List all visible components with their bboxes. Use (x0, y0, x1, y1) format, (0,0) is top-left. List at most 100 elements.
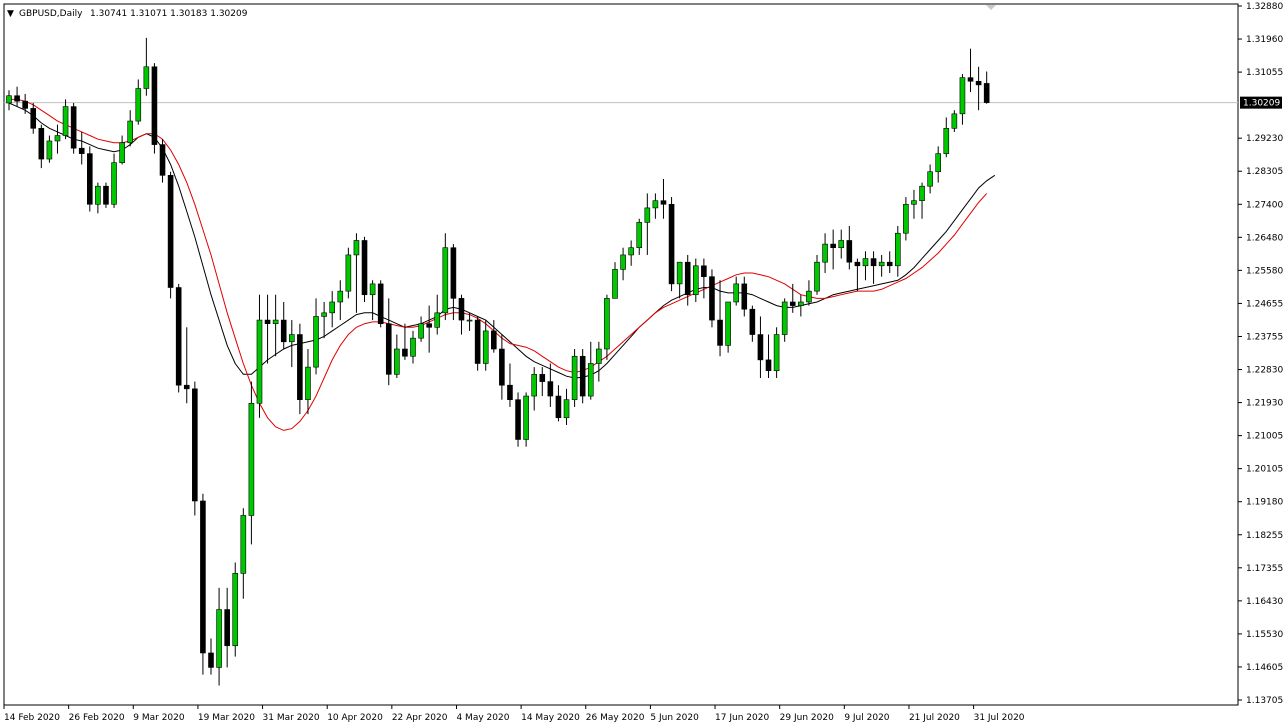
candle[interactable] (248, 381, 255, 545)
candle[interactable] (709, 269, 715, 328)
candle[interactable] (62, 99, 69, 140)
candle[interactable] (515, 392, 521, 447)
candle[interactable] (87, 146, 93, 212)
candle[interactable] (466, 312, 473, 331)
candle[interactable] (361, 236, 368, 302)
candle[interactable] (46, 135, 53, 163)
candle[interactable] (216, 587, 222, 686)
candle[interactable] (789, 283, 796, 313)
candle[interactable] (935, 146, 942, 183)
candle[interactable] (919, 182, 925, 219)
candle[interactable] (644, 193, 651, 255)
candle[interactable] (78, 131, 85, 165)
candle[interactable] (305, 349, 311, 415)
candle[interactable] (175, 283, 182, 393)
candle[interactable] (54, 124, 61, 154)
candle[interactable] (798, 294, 804, 317)
candle[interactable] (822, 233, 828, 274)
candle[interactable] (434, 294, 441, 335)
candle[interactable] (321, 301, 327, 339)
candle[interactable] (490, 320, 497, 353)
candle[interactable] (377, 280, 384, 328)
candle[interactable] (369, 280, 376, 321)
candle[interactable] (151, 63, 158, 154)
candle[interactable] (450, 244, 457, 321)
candle[interactable] (870, 251, 877, 284)
candle[interactable] (967, 48, 974, 93)
candle[interactable] (757, 316, 764, 378)
candle[interactable] (692, 258, 699, 302)
candle[interactable] (167, 171, 174, 299)
candle[interactable] (280, 301, 287, 350)
candle[interactable] (264, 294, 271, 364)
candle[interactable] (652, 193, 659, 219)
candle[interactable] (402, 323, 408, 360)
candle[interactable] (684, 254, 691, 306)
candle[interactable] (394, 334, 400, 378)
candle[interactable] (911, 189, 917, 219)
candle[interactable] (620, 247, 626, 281)
candle[interactable] (192, 381, 198, 516)
candle[interactable] (345, 247, 352, 299)
candle[interactable] (725, 301, 731, 353)
candle[interactable] (596, 341, 602, 382)
candle[interactable] (903, 197, 909, 241)
candle[interactable] (838, 229, 845, 259)
candle[interactable] (256, 294, 263, 418)
candle[interactable] (547, 363, 554, 407)
chart-shift-marker[interactable] (986, 5, 996, 10)
candle[interactable] (846, 225, 853, 270)
candle[interactable] (749, 305, 756, 342)
candle[interactable] (943, 117, 950, 158)
candle[interactable] (159, 139, 166, 183)
candle[interactable] (781, 298, 788, 342)
candle[interactable] (894, 225, 901, 277)
candle[interactable] (127, 110, 133, 147)
candle[interactable] (862, 251, 869, 281)
candle[interactable] (660, 178, 667, 219)
candle[interactable] (499, 334, 505, 400)
candle[interactable] (814, 254, 820, 295)
candle[interactable] (183, 327, 190, 404)
candle[interactable] (288, 320, 295, 368)
symbol-dropdown-icon[interactable]: ▼ (7, 9, 14, 19)
candle[interactable] (765, 334, 772, 378)
candle[interactable] (95, 182, 101, 214)
candle[interactable] (830, 229, 836, 270)
candle[interactable] (442, 233, 449, 321)
candle[interactable] (410, 330, 416, 364)
candle[interactable] (676, 261, 683, 299)
candle[interactable] (531, 367, 538, 411)
candle[interactable] (701, 258, 707, 299)
candle[interactable] (628, 240, 634, 266)
candle[interactable] (507, 363, 513, 407)
candle[interactable] (240, 508, 247, 599)
candle[interactable] (539, 367, 546, 397)
candle[interactable] (6, 90, 12, 111)
candle[interactable] (426, 305, 432, 353)
candle[interactable] (111, 153, 117, 208)
candle[interactable] (418, 316, 424, 342)
candle[interactable] (482, 320, 489, 371)
candle[interactable] (22, 93, 28, 114)
candle[interactable] (571, 349, 578, 407)
candle[interactable] (636, 218, 643, 255)
candle[interactable] (135, 79, 142, 125)
candle[interactable] (208, 638, 214, 675)
candle[interactable] (30, 102, 37, 134)
candle[interactable] (563, 388, 570, 426)
candle[interactable] (337, 280, 344, 321)
candle[interactable] (103, 182, 109, 208)
candle[interactable] (458, 294, 465, 335)
candle[interactable] (587, 341, 594, 400)
candle[interactable] (951, 110, 958, 132)
candle[interactable] (297, 323, 303, 415)
candle[interactable] (313, 298, 319, 375)
candle[interactable] (474, 316, 481, 371)
candle[interactable] (329, 291, 336, 328)
candle[interactable] (272, 294, 279, 357)
candle[interactable] (119, 135, 125, 165)
candle[interactable] (927, 164, 933, 194)
